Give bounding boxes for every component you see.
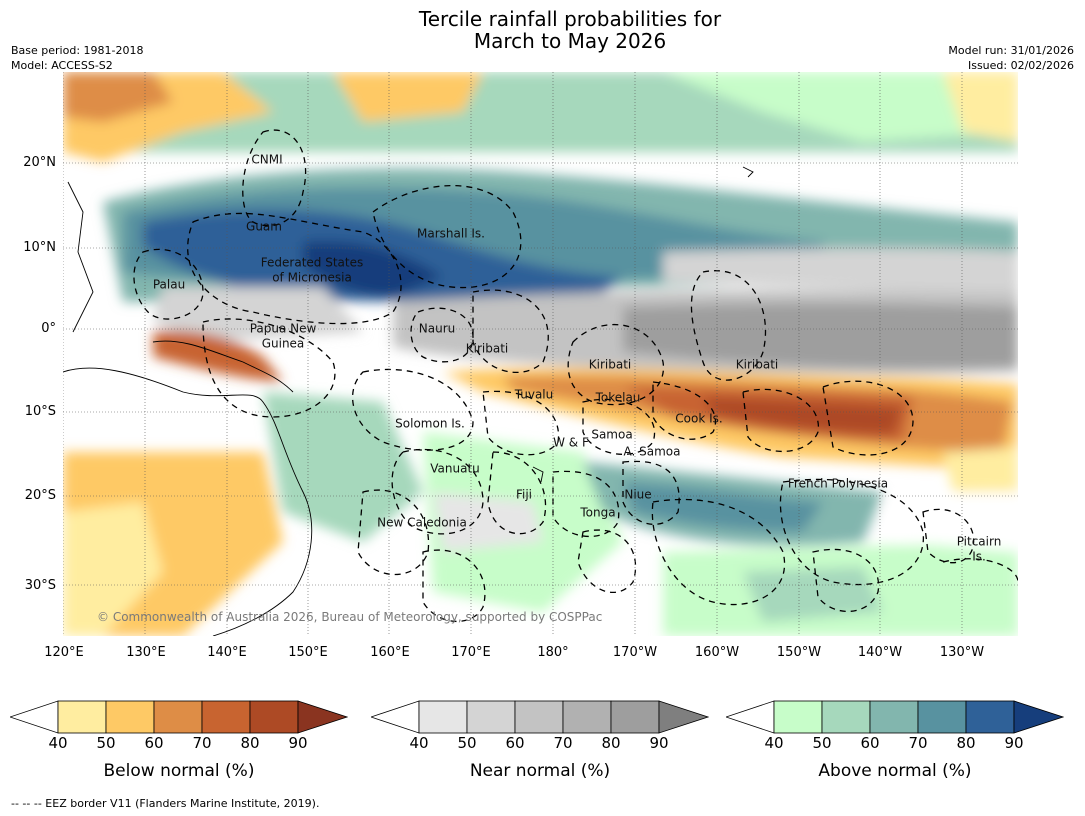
place-samoa: Samoa — [591, 427, 633, 442]
above-tick-70: 70 — [908, 734, 928, 752]
place-pitcairn-line1: Pitcairn — [956, 534, 1002, 549]
near-tick-70: 70 — [553, 734, 573, 752]
colorbar-above-swatches — [724, 700, 1065, 734]
place-png-line1: Papua New — [249, 321, 317, 336]
lon-label-150w: 150°W — [776, 645, 822, 660]
below-tick-60: 60 — [144, 734, 164, 752]
lon-label-130w: 130°W — [939, 645, 985, 660]
place-pitcairn-line2: Is. — [972, 549, 986, 564]
below-tick-90: 90 — [288, 734, 308, 752]
place-american-samoa: A. Samoa — [623, 444, 681, 459]
near-tick-60: 60 — [505, 734, 525, 752]
meta-left: Base period: 1981-2018 Model: ACCESS-S2 — [11, 43, 143, 73]
place-niue: Niue — [624, 487, 652, 502]
colorbar-near-normal: 40 50 60 70 80 90 Near normal (%) — [369, 700, 710, 781]
above-tick-50: 50 — [812, 734, 832, 752]
eez-borders — [133, 129, 1018, 623]
below-tick-50: 50 — [96, 734, 116, 752]
below-tick-70: 70 — [192, 734, 212, 752]
place-palau: Palau — [152, 277, 186, 292]
place-solomon: Solomon Is. — [395, 416, 465, 431]
above-tick-40: 40 — [764, 734, 784, 752]
lon-label-120e: 120°E — [44, 645, 84, 660]
lon-label-170w: 170°W — [612, 645, 658, 660]
place-kiribati-west: Kiribati — [465, 341, 509, 356]
lat-label-10s: 10°S — [24, 404, 56, 419]
map-canvas — [63, 72, 1018, 636]
lat-label-10n: 10°N — [23, 240, 56, 255]
lat-label-30s: 30°S — [24, 578, 56, 593]
place-tuvalu: Tuvalu — [514, 387, 554, 402]
place-french-polynesia: French Polynesia — [787, 476, 889, 491]
colorbar-below-swatches — [8, 700, 349, 734]
lon-label-160e: 160°E — [370, 645, 410, 660]
place-tonga: Tonga — [580, 505, 616, 520]
place-guam: Guam — [246, 219, 282, 234]
model-run: Model run: 31/01/2026 — [948, 44, 1074, 57]
above-normal-label: Above normal (%) — [818, 761, 972, 781]
colorbar-near-swatches — [369, 700, 710, 734]
title-line-1: Tercile rainfall probabilities for — [418, 7, 722, 31]
lon-label-160w: 160°W — [694, 645, 740, 660]
near-normal-label: Near normal (%) — [469, 761, 611, 781]
place-fsm-line2: of Micronesia — [272, 270, 352, 285]
lon-label-180: 180° — [537, 645, 569, 660]
above-tick-60: 60 — [860, 734, 880, 752]
base-period: Base period: 1981-2018 — [11, 44, 144, 57]
lat-label-20s: 20°S — [24, 488, 56, 503]
place-vanuatu: Vanuatu — [430, 461, 480, 476]
lon-label-150e: 150°E — [288, 645, 328, 660]
below-normal-label: Below normal (%) — [103, 761, 255, 781]
issued-date: Issued: 02/02/2026 — [967, 59, 1074, 72]
eez-footnote: -- -- -- EEZ border V11 (Flanders Marine… — [11, 797, 320, 810]
lon-label-130e: 130°E — [126, 645, 166, 660]
place-tokelau: Tokelau — [595, 390, 641, 405]
near-tick-80: 80 — [601, 734, 621, 752]
lon-label-140w: 140°W — [857, 645, 903, 660]
colorbar-above-normal: 40 50 60 70 80 90 Above normal (%) — [724, 700, 1065, 781]
place-kiribati-east: Kiribati — [735, 357, 779, 372]
lat-label-20n: 20°N — [23, 155, 56, 170]
lat-label-0: 0° — [41, 321, 56, 336]
place-kiribati-central: Kiribati — [588, 357, 632, 372]
above-tick-90: 90 — [1004, 734, 1024, 752]
place-fsm-line1: Federated States — [260, 255, 364, 270]
above-tick-80: 80 — [956, 734, 976, 752]
map-title: Tercile rainfall probabilities for March… — [0, 8, 1085, 52]
place-fiji: Fiji — [515, 487, 533, 502]
meta-right: Model run: 31/01/2026 Issued: 02/02/2026 — [948, 43, 1074, 73]
title-line-2: March to May 2026 — [473, 29, 667, 53]
lon-label-140e: 140°E — [207, 645, 247, 660]
place-wallis-futuna: W & F — [553, 435, 589, 450]
graticule — [63, 72, 1018, 636]
coastlines — [63, 166, 754, 636]
place-cnmi: CNMI — [251, 152, 283, 167]
near-tick-90: 90 — [649, 734, 669, 752]
lon-label-170e: 170°E — [451, 645, 491, 660]
place-marshall: Marshall Is. — [417, 226, 485, 241]
place-nauru: Nauru — [418, 321, 456, 336]
place-new-caledonia: New Caledonia — [377, 515, 467, 530]
below-tick-40: 40 — [48, 734, 68, 752]
place-png-line2: Guinea — [261, 336, 305, 351]
probability-shading — [63, 72, 1018, 636]
copyright-notice: © Commonwealth of Australia 2026, Bureau… — [97, 610, 603, 624]
colorbar-below-normal: 40 50 60 70 80 90 Below normal (%) — [8, 700, 349, 781]
below-tick-80: 80 — [240, 734, 260, 752]
near-tick-50: 50 — [457, 734, 477, 752]
model-name: Model: ACCESS-S2 — [11, 59, 113, 72]
near-tick-40: 40 — [409, 734, 429, 752]
probability-map: © Commonwealth of Australia 2026, Bureau… — [63, 72, 1018, 636]
place-cook-islands: Cook Is. — [675, 411, 723, 426]
